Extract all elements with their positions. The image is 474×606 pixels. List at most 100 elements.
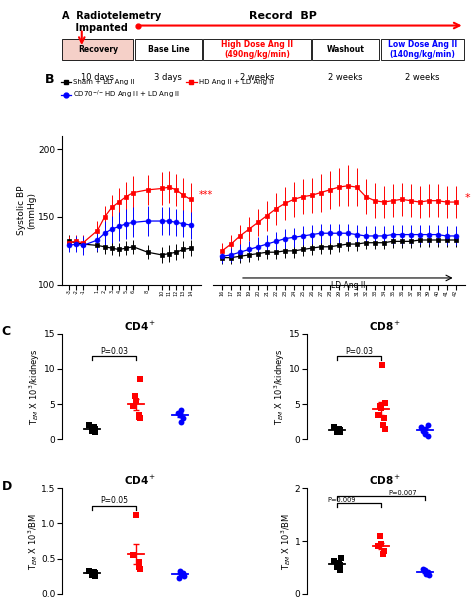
Text: P=0.007: P=0.007 (389, 490, 418, 496)
Point (129, 550, 137, 560)
Point (380, 421, 387, 430)
Point (374, 542, 382, 551)
Y-axis label: Systolic BP
(mmHg): Systolic BP (mmHg) (18, 185, 36, 235)
Point (179, 413, 187, 423)
Point (333, 562, 340, 572)
Text: Base Line: Base Line (147, 45, 189, 54)
Legend: Sham + LD Ang II, CD70$^{-/-}$HD Ang II + LD Ang II, HD Ang II + LD Ang II: Sham + LD Ang II, CD70$^{-/-}$HD Ang II … (58, 76, 276, 104)
FancyBboxPatch shape (203, 39, 310, 60)
Point (85, 421, 92, 430)
Point (91, 568, 99, 578)
Point (88, 570, 96, 580)
Point (419, 564, 427, 573)
Point (135, 558, 143, 567)
Point (85, 566, 92, 576)
Point (379, 361, 386, 370)
Text: P=0.009: P=0.009 (328, 496, 356, 502)
Text: P=0.03: P=0.03 (345, 347, 373, 356)
Title: CD8$^+$: CD8$^+$ (369, 320, 401, 333)
Y-axis label: T$_{EM}$ X 10$^3$/BM: T$_{EM}$ X 10$^3$/BM (279, 513, 293, 570)
FancyBboxPatch shape (63, 39, 133, 60)
FancyBboxPatch shape (312, 39, 379, 60)
Point (131, 391, 139, 401)
Point (137, 413, 144, 423)
Point (91, 424, 99, 434)
Text: LD Ang II: LD Ang II (330, 281, 365, 290)
Point (132, 510, 139, 520)
Text: *: * (465, 193, 470, 203)
Point (135, 410, 143, 419)
Point (335, 558, 343, 568)
Point (380, 546, 387, 556)
Point (421, 565, 428, 575)
FancyBboxPatch shape (381, 39, 464, 60)
Text: 2 weeks: 2 weeks (405, 73, 439, 82)
Point (129, 401, 137, 410)
Text: ***: *** (199, 190, 213, 200)
Point (336, 565, 344, 575)
Point (178, 417, 185, 427)
Point (179, 568, 187, 578)
Point (374, 410, 382, 419)
Point (424, 431, 432, 441)
Point (136, 375, 144, 384)
Point (380, 550, 387, 559)
Point (380, 413, 387, 423)
Point (424, 567, 432, 576)
Point (180, 571, 188, 581)
Point (337, 553, 345, 563)
Point (178, 569, 185, 579)
Point (382, 424, 389, 434)
Point (421, 429, 428, 439)
Text: Record  BP: Record BP (249, 11, 317, 21)
Y-axis label: T$_{EM}$ X 10$^3$/BM: T$_{EM}$ X 10$^3$/BM (26, 513, 40, 570)
Text: P=0.03: P=0.03 (100, 347, 128, 356)
Point (376, 401, 384, 410)
Text: C: C (1, 325, 11, 338)
Point (135, 562, 142, 572)
Point (137, 564, 144, 574)
Text: D: D (1, 480, 12, 493)
Text: Washout: Washout (327, 45, 365, 54)
Y-axis label: T$_{EM}$ X 10$^3$/kidneys: T$_{EM}$ X 10$^3$/kidneys (273, 348, 287, 425)
Text: Low Dose Ang II
(140ng/kg/min): Low Dose Ang II (140ng/kg/min) (388, 40, 457, 59)
Text: 3 days: 3 days (155, 73, 182, 82)
Point (177, 405, 184, 415)
Point (381, 398, 389, 408)
Point (132, 396, 139, 405)
FancyBboxPatch shape (135, 39, 202, 60)
Point (91, 427, 99, 437)
Text: 2 weeks: 2 weeks (240, 73, 274, 82)
Text: Recovery: Recovery (78, 45, 118, 54)
Point (135, 412, 142, 422)
Point (90, 422, 98, 431)
Text: 10 days: 10 days (82, 73, 114, 82)
Point (176, 410, 183, 419)
Point (377, 539, 384, 548)
Title: CD4$^+$: CD4$^+$ (125, 474, 157, 487)
Point (377, 403, 384, 413)
Point (337, 425, 344, 435)
Point (419, 426, 427, 436)
Title: CD4$^+$: CD4$^+$ (125, 320, 157, 333)
Point (425, 570, 433, 580)
Point (376, 531, 384, 541)
Text: High Dose Ang II
(490ng/kg/min): High Dose Ang II (490ng/kg/min) (221, 40, 293, 59)
Point (90, 567, 98, 577)
Point (333, 427, 340, 436)
Text: P=0.05: P=0.05 (100, 496, 128, 505)
Point (176, 566, 183, 576)
Title: CD8$^+$: CD8$^+$ (369, 474, 401, 487)
Point (174, 408, 182, 418)
Point (337, 560, 344, 570)
Point (418, 422, 425, 431)
Point (424, 421, 432, 430)
Text: B: B (45, 73, 55, 86)
Point (88, 426, 96, 436)
Point (336, 427, 344, 437)
Text: A  Radiotelemetry
    Impanted: A Radiotelemetry Impanted (62, 11, 161, 33)
Point (91, 571, 99, 581)
Point (422, 424, 429, 434)
Point (330, 422, 337, 431)
Y-axis label: T$_{EM}$ X 10$^3$/kidneys: T$_{EM}$ X 10$^3$/kidneys (28, 348, 43, 425)
